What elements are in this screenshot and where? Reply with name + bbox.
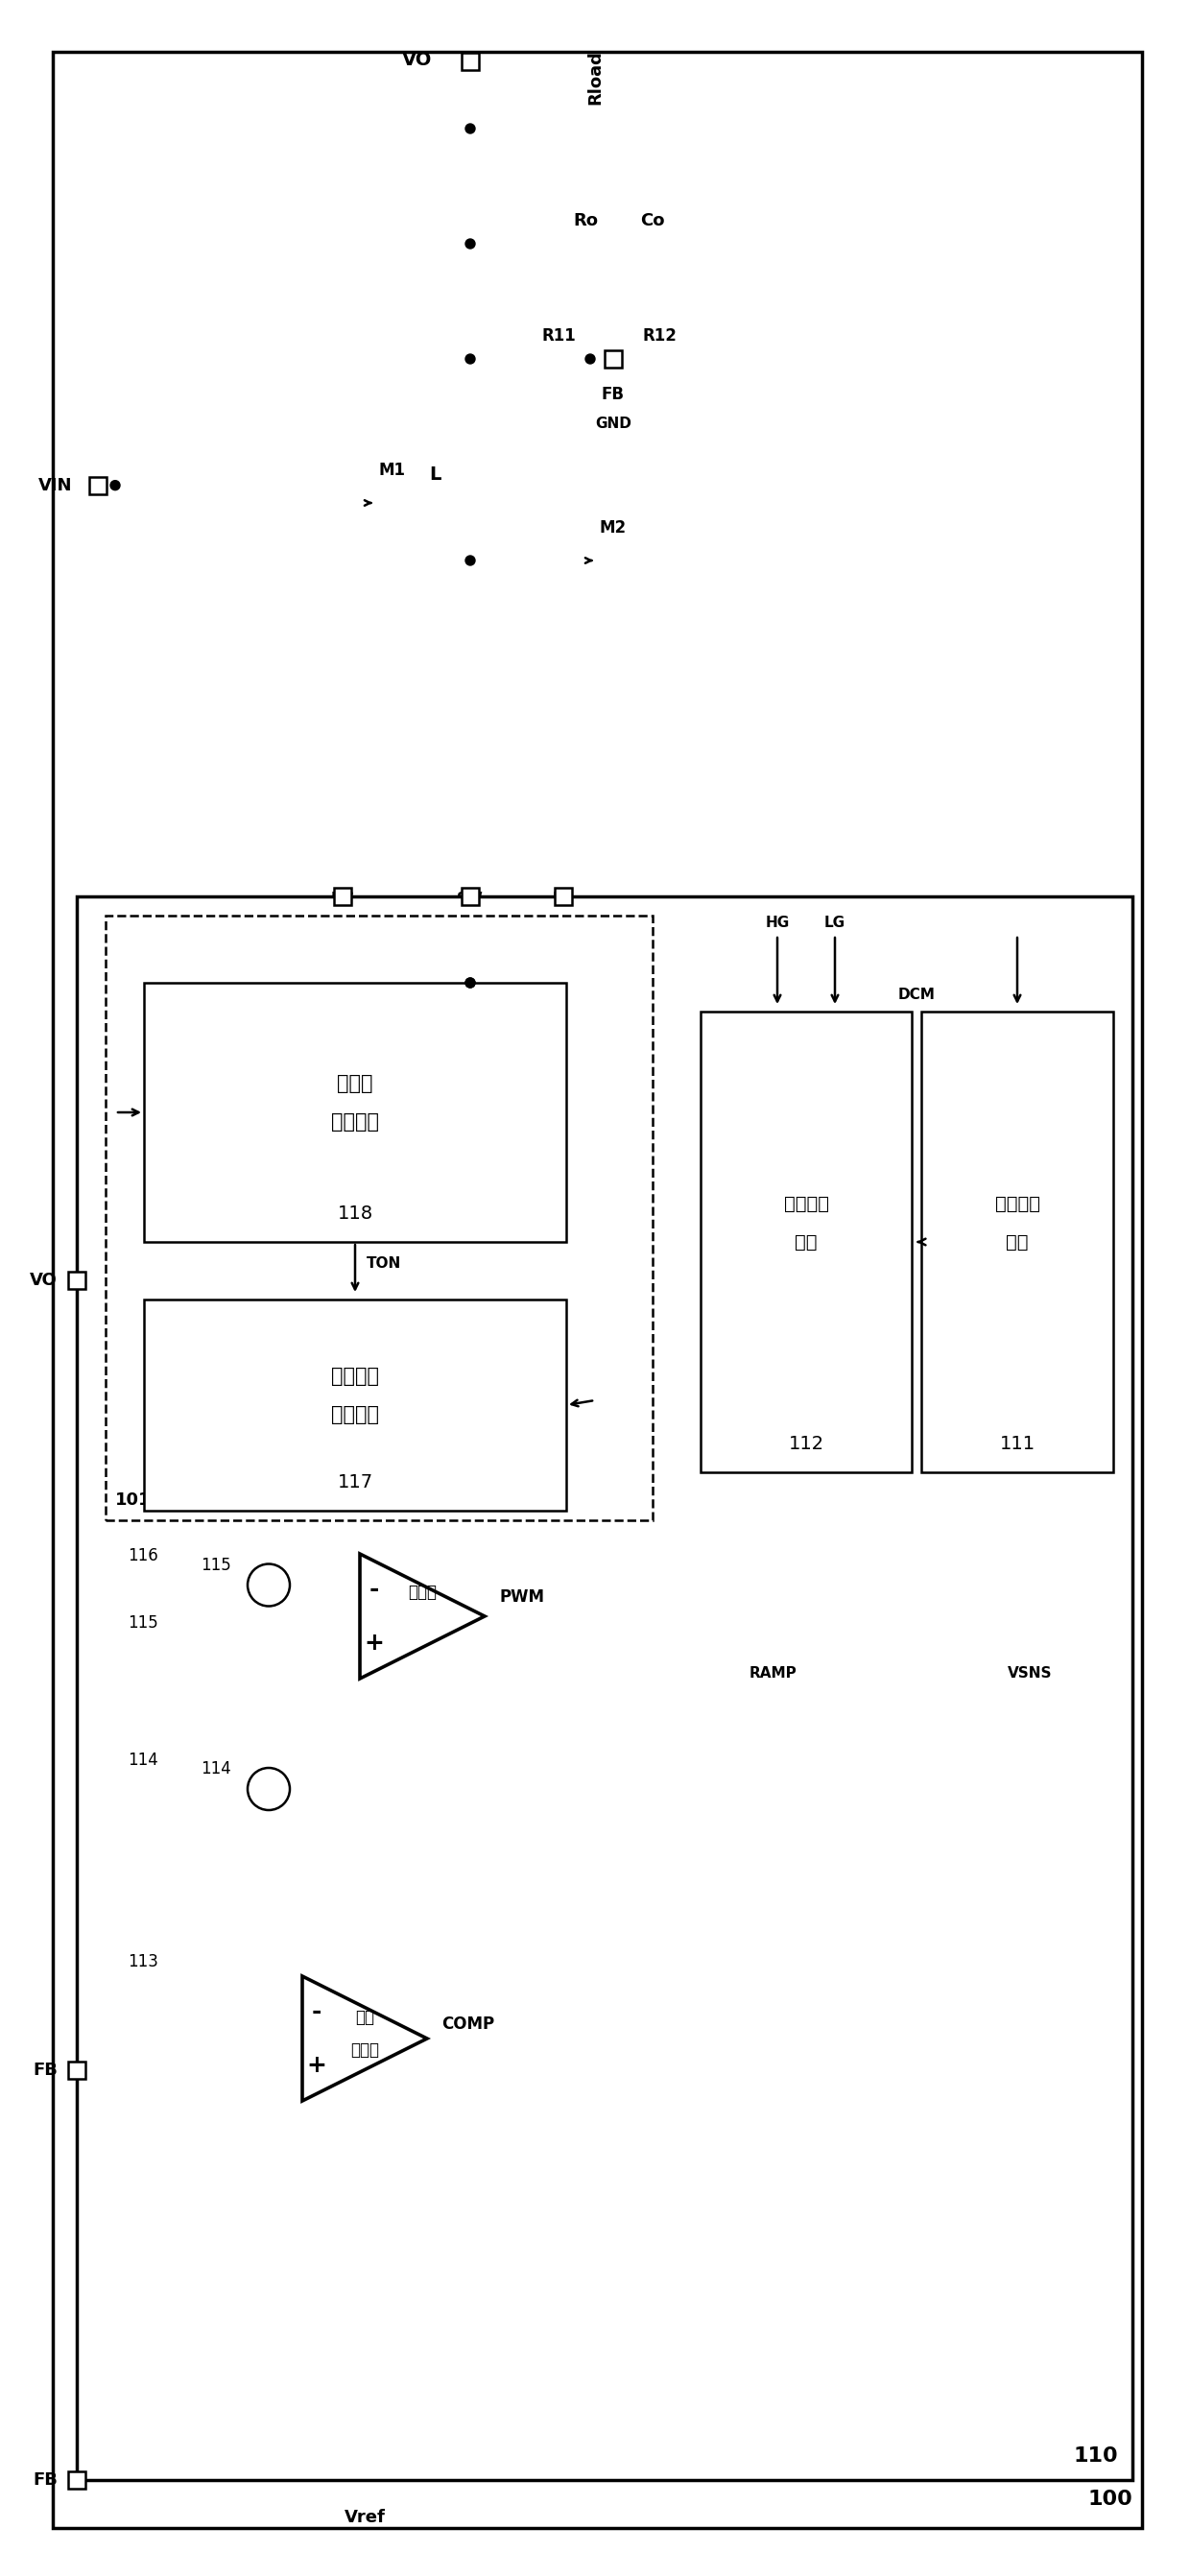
Text: 误差: 误差 [355,2009,375,2027]
Text: 过零检测: 过零检测 [995,1195,1040,1213]
Circle shape [585,353,595,363]
Text: HG: HG [331,891,355,907]
Text: 117: 117 [337,1473,372,1492]
Text: DCM: DCM [897,987,935,1002]
Text: 导通信号: 导通信号 [331,1368,380,1386]
Text: 110: 110 [1073,2447,1119,2465]
Text: 模块: 模块 [1006,1234,1028,1252]
Text: SW: SW [457,891,483,907]
Bar [462,52,478,70]
Circle shape [465,556,475,564]
Text: LG: LG [552,891,574,907]
Text: 114: 114 [127,1752,158,1770]
Text: Rload: Rload [587,49,603,106]
Text: R12: R12 [643,327,676,345]
Polygon shape [359,1553,484,1680]
Circle shape [248,1564,290,1607]
Bar [701,1012,912,1473]
Circle shape [465,353,475,363]
Circle shape [465,124,475,134]
Text: 纹波补偿: 纹波补偿 [783,1195,828,1213]
Text: HG: HG [765,914,789,930]
Circle shape [465,979,475,987]
Text: -: - [312,1999,321,2022]
Bar [144,984,566,1242]
Text: COMP: COMP [441,2014,494,2032]
Text: 逻辑和: 逻辑和 [337,1074,374,1092]
Bar [462,889,478,904]
Text: 116: 116 [127,1548,158,1564]
Bar [68,2061,86,2079]
Circle shape [248,1767,290,1811]
Text: 111: 111 [1000,1435,1035,1453]
Bar [334,889,351,904]
Text: VO: VO [30,1273,57,1288]
Bar [921,1012,1113,1473]
Text: M2: M2 [600,520,627,536]
Text: 114: 114 [201,1759,231,1777]
Text: 产生模块: 产生模块 [331,1404,380,1425]
Text: R11: R11 [541,327,576,345]
Text: VIN: VIN [38,477,71,495]
Bar [106,914,652,1520]
Bar [605,350,622,368]
Bar [77,896,1133,2481]
Polygon shape [302,1976,427,2102]
Text: Co: Co [640,211,665,229]
Bar [68,2470,86,2488]
Bar [68,1273,86,1288]
Text: +: + [364,1631,384,1654]
Text: 比较器: 比较器 [408,1584,437,1600]
Text: 118: 118 [337,1206,372,1224]
Circle shape [111,482,120,489]
Text: 115: 115 [201,1556,231,1574]
Text: L: L [430,466,441,484]
Text: M1: M1 [380,461,406,479]
Text: RAMP: RAMP [749,1667,796,1682]
Text: Vref: Vref [344,2509,386,2527]
Text: 113: 113 [127,1953,158,1971]
Text: VSNS: VSNS [1008,1667,1052,1682]
Text: FB: FB [33,2470,57,2488]
Text: +: + [259,1577,277,1595]
Text: TON: TON [367,1257,401,1270]
Text: FB: FB [602,386,625,402]
Text: 101: 101 [115,1492,151,1510]
Bar [555,889,572,904]
Text: +: + [307,2053,327,2076]
Text: FB: FB [33,2061,57,2079]
Text: 模块: 模块 [795,1234,818,1252]
Text: +: + [259,1780,277,1798]
Bar [89,477,107,495]
Text: 115: 115 [127,1615,158,1633]
Circle shape [465,979,475,987]
Text: 100: 100 [1088,2488,1133,2509]
Text: GND: GND [595,417,632,430]
Text: -: - [369,1579,380,1600]
Text: PWM: PWM [499,1589,544,1605]
Text: VO: VO [402,52,432,70]
Text: 放大器: 放大器 [350,2040,380,2058]
Text: LG: LG [825,914,846,930]
Text: 112: 112 [788,1435,823,1453]
Bar [144,1298,566,1510]
Circle shape [465,240,475,247]
Text: Ro: Ro [572,211,597,229]
Text: 驱动模块: 驱动模块 [331,1113,380,1131]
